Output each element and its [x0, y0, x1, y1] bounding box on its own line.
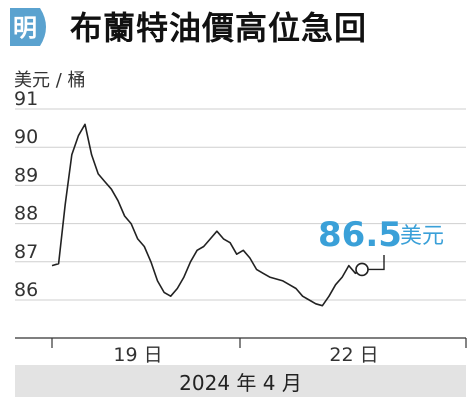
callout-unit: 美元: [400, 224, 444, 249]
callout-value: 86.5: [318, 215, 402, 255]
chart-title: 布蘭特油價高位急回: [70, 9, 368, 47]
y-tick-label: 88: [14, 203, 38, 225]
newspaper-logo: 明: [10, 8, 46, 46]
y-tick-label: 87: [14, 241, 38, 263]
date-footer: 2024 年 4 月: [15, 365, 466, 397]
y-axis-unit-label: 美元 / 桶: [14, 70, 86, 91]
x-tick-label: 19 日: [113, 344, 162, 366]
footer-period-label: 2024 年 4 月: [179, 370, 302, 395]
y-tick-label: 89: [14, 164, 38, 186]
callout-leader-line: [368, 255, 385, 271]
price-line: [51, 123, 363, 307]
y-tick-label: 90: [14, 126, 38, 148]
latest-price-marker: [355, 262, 369, 277]
y-tick-label: 91: [14, 88, 38, 110]
badge-shape: [10, 8, 46, 46]
badge-text: 明: [13, 14, 37, 42]
y-tick-label: 86: [14, 279, 38, 301]
x-tick-label: 22 日: [329, 344, 378, 366]
